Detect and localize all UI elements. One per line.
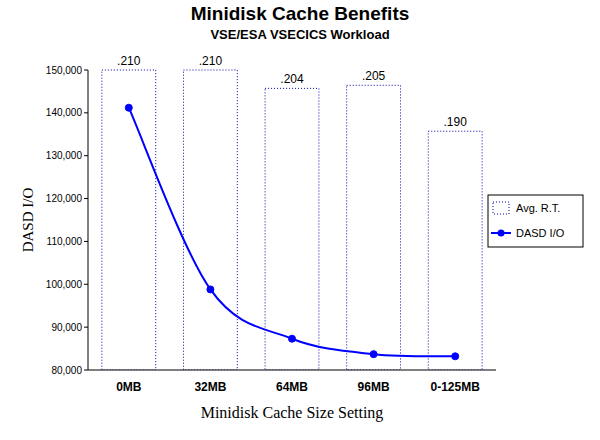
y-tick [84, 284, 88, 285]
y-tick [84, 241, 88, 242]
legend-box [488, 195, 583, 247]
y-tick-label: 80,000 [51, 365, 82, 376]
line [129, 108, 455, 357]
data-label: .210 [199, 54, 223, 68]
y-axis [88, 70, 89, 370]
marker [125, 104, 132, 111]
marker [452, 353, 459, 360]
data-label: .205 [362, 69, 386, 83]
bar [265, 88, 319, 370]
legend-marker [498, 230, 505, 237]
x-tick-label: 32MB [194, 380, 226, 394]
labels: .210 .210 .204 .205 .190 [117, 54, 467, 129]
y-axis-title: DASD I/O [20, 188, 36, 253]
legend-label: Avg. R.T. [516, 202, 560, 214]
y-tick-label: 90,000 [51, 322, 82, 333]
y-tick-label: 140,000 [46, 107, 83, 118]
x-axis [88, 370, 496, 371]
bar [347, 85, 401, 370]
y-tick-label: 120,000 [46, 193, 83, 204]
x-axis-title: Minidisk Cache Size Setting [201, 404, 384, 422]
x-tick-label: 0MB [116, 380, 142, 394]
data-label: .204 [280, 72, 304, 86]
bar [428, 131, 482, 370]
x-tick-label: 0-125MB [431, 380, 481, 394]
bar [102, 70, 156, 370]
subtitle: VSE/ESA VSECICS Workload [210, 27, 389, 42]
y-tick-label: 110,000 [47, 236, 83, 247]
x-tick-label: 96MB [358, 380, 390, 394]
y-tick [84, 112, 88, 113]
y-tick [84, 370, 88, 371]
y-tick-label: 150,000 [46, 65, 83, 76]
y-tick [84, 155, 88, 156]
legend-swatch [493, 202, 509, 214]
marker [289, 335, 296, 342]
y-tick-label: 130,000 [46, 150, 83, 161]
data-label: .190 [444, 115, 468, 129]
y-tick-label: 100,000 [46, 279, 83, 290]
plot-marks [102, 70, 482, 370]
y-tick [84, 327, 88, 328]
x-tick-label: 64MB [276, 380, 308, 394]
y-tick [84, 198, 88, 199]
y-tick [84, 70, 88, 71]
marker [207, 286, 214, 293]
bar [183, 70, 237, 370]
title: Minidisk Cache Benefits [191, 3, 410, 24]
marker [370, 351, 377, 358]
legend-label: DASD I/O [516, 227, 565, 239]
chart: Minidisk Cache Benefits VSE/ESA VSECICS W… [0, 0, 600, 440]
data-label: .210 [117, 54, 141, 68]
legend: Avg. R.T. DASD I/O [488, 195, 583, 247]
